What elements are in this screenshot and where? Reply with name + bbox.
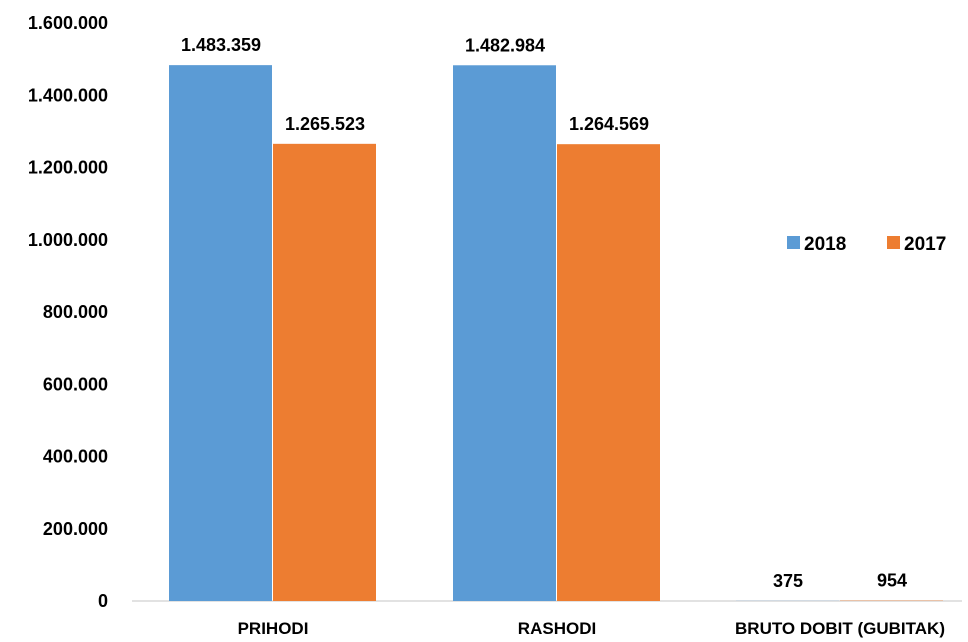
x-category-label: RASHODI bbox=[518, 619, 596, 638]
y-axis-ticks: 0 200.000 400.000 600.000 800.000 1.000.000 1.… bbox=[28, 13, 108, 611]
legend: 2018 2017 bbox=[787, 234, 946, 255]
legend-swatch-2017 bbox=[887, 236, 900, 249]
category-labels: PRIHODI RASHODI BRUTO DOBIT (GUBITAK) bbox=[238, 619, 945, 638]
bar-2017-1 bbox=[557, 144, 660, 602]
y-tick-label: 200.000 bbox=[43, 519, 108, 539]
legend-label: 2017 bbox=[904, 234, 946, 255]
y-tick-label: 1.600.000 bbox=[28, 13, 108, 33]
data-label: 1.265.523 bbox=[285, 114, 365, 134]
y-tick-label: 1.400.000 bbox=[28, 85, 108, 105]
y-tick-label: 800.000 bbox=[43, 302, 108, 322]
x-category-label: PRIHODI bbox=[238, 619, 309, 638]
data-label: 1.482.984 bbox=[465, 35, 545, 55]
data-label: 375 bbox=[773, 571, 803, 591]
y-tick-label: 400.000 bbox=[43, 447, 108, 467]
y-tick-label: 600.000 bbox=[43, 374, 108, 394]
bar-2017-0 bbox=[273, 143, 376, 601]
y-tick-label: 1.200.000 bbox=[28, 158, 108, 178]
data-labels: 1.483.359 1.265.523 1.482.984 1.264.569 375 9… bbox=[181, 35, 907, 591]
legend-label: 2018 bbox=[804, 234, 846, 255]
legend-swatch-2018 bbox=[787, 236, 800, 249]
y-tick-label: 1.000.000 bbox=[28, 230, 108, 250]
data-label: 1.264.569 bbox=[569, 114, 649, 134]
bar-2018-0 bbox=[169, 65, 272, 602]
data-label: 1.483.359 bbox=[181, 35, 261, 55]
x-category-label: BRUTO DOBIT (GUBITAK) bbox=[735, 619, 945, 638]
bar-2018-1 bbox=[453, 65, 556, 601]
y-tick-label: 0 bbox=[98, 591, 108, 611]
data-label: 954 bbox=[877, 571, 907, 591]
bars bbox=[169, 65, 943, 602]
